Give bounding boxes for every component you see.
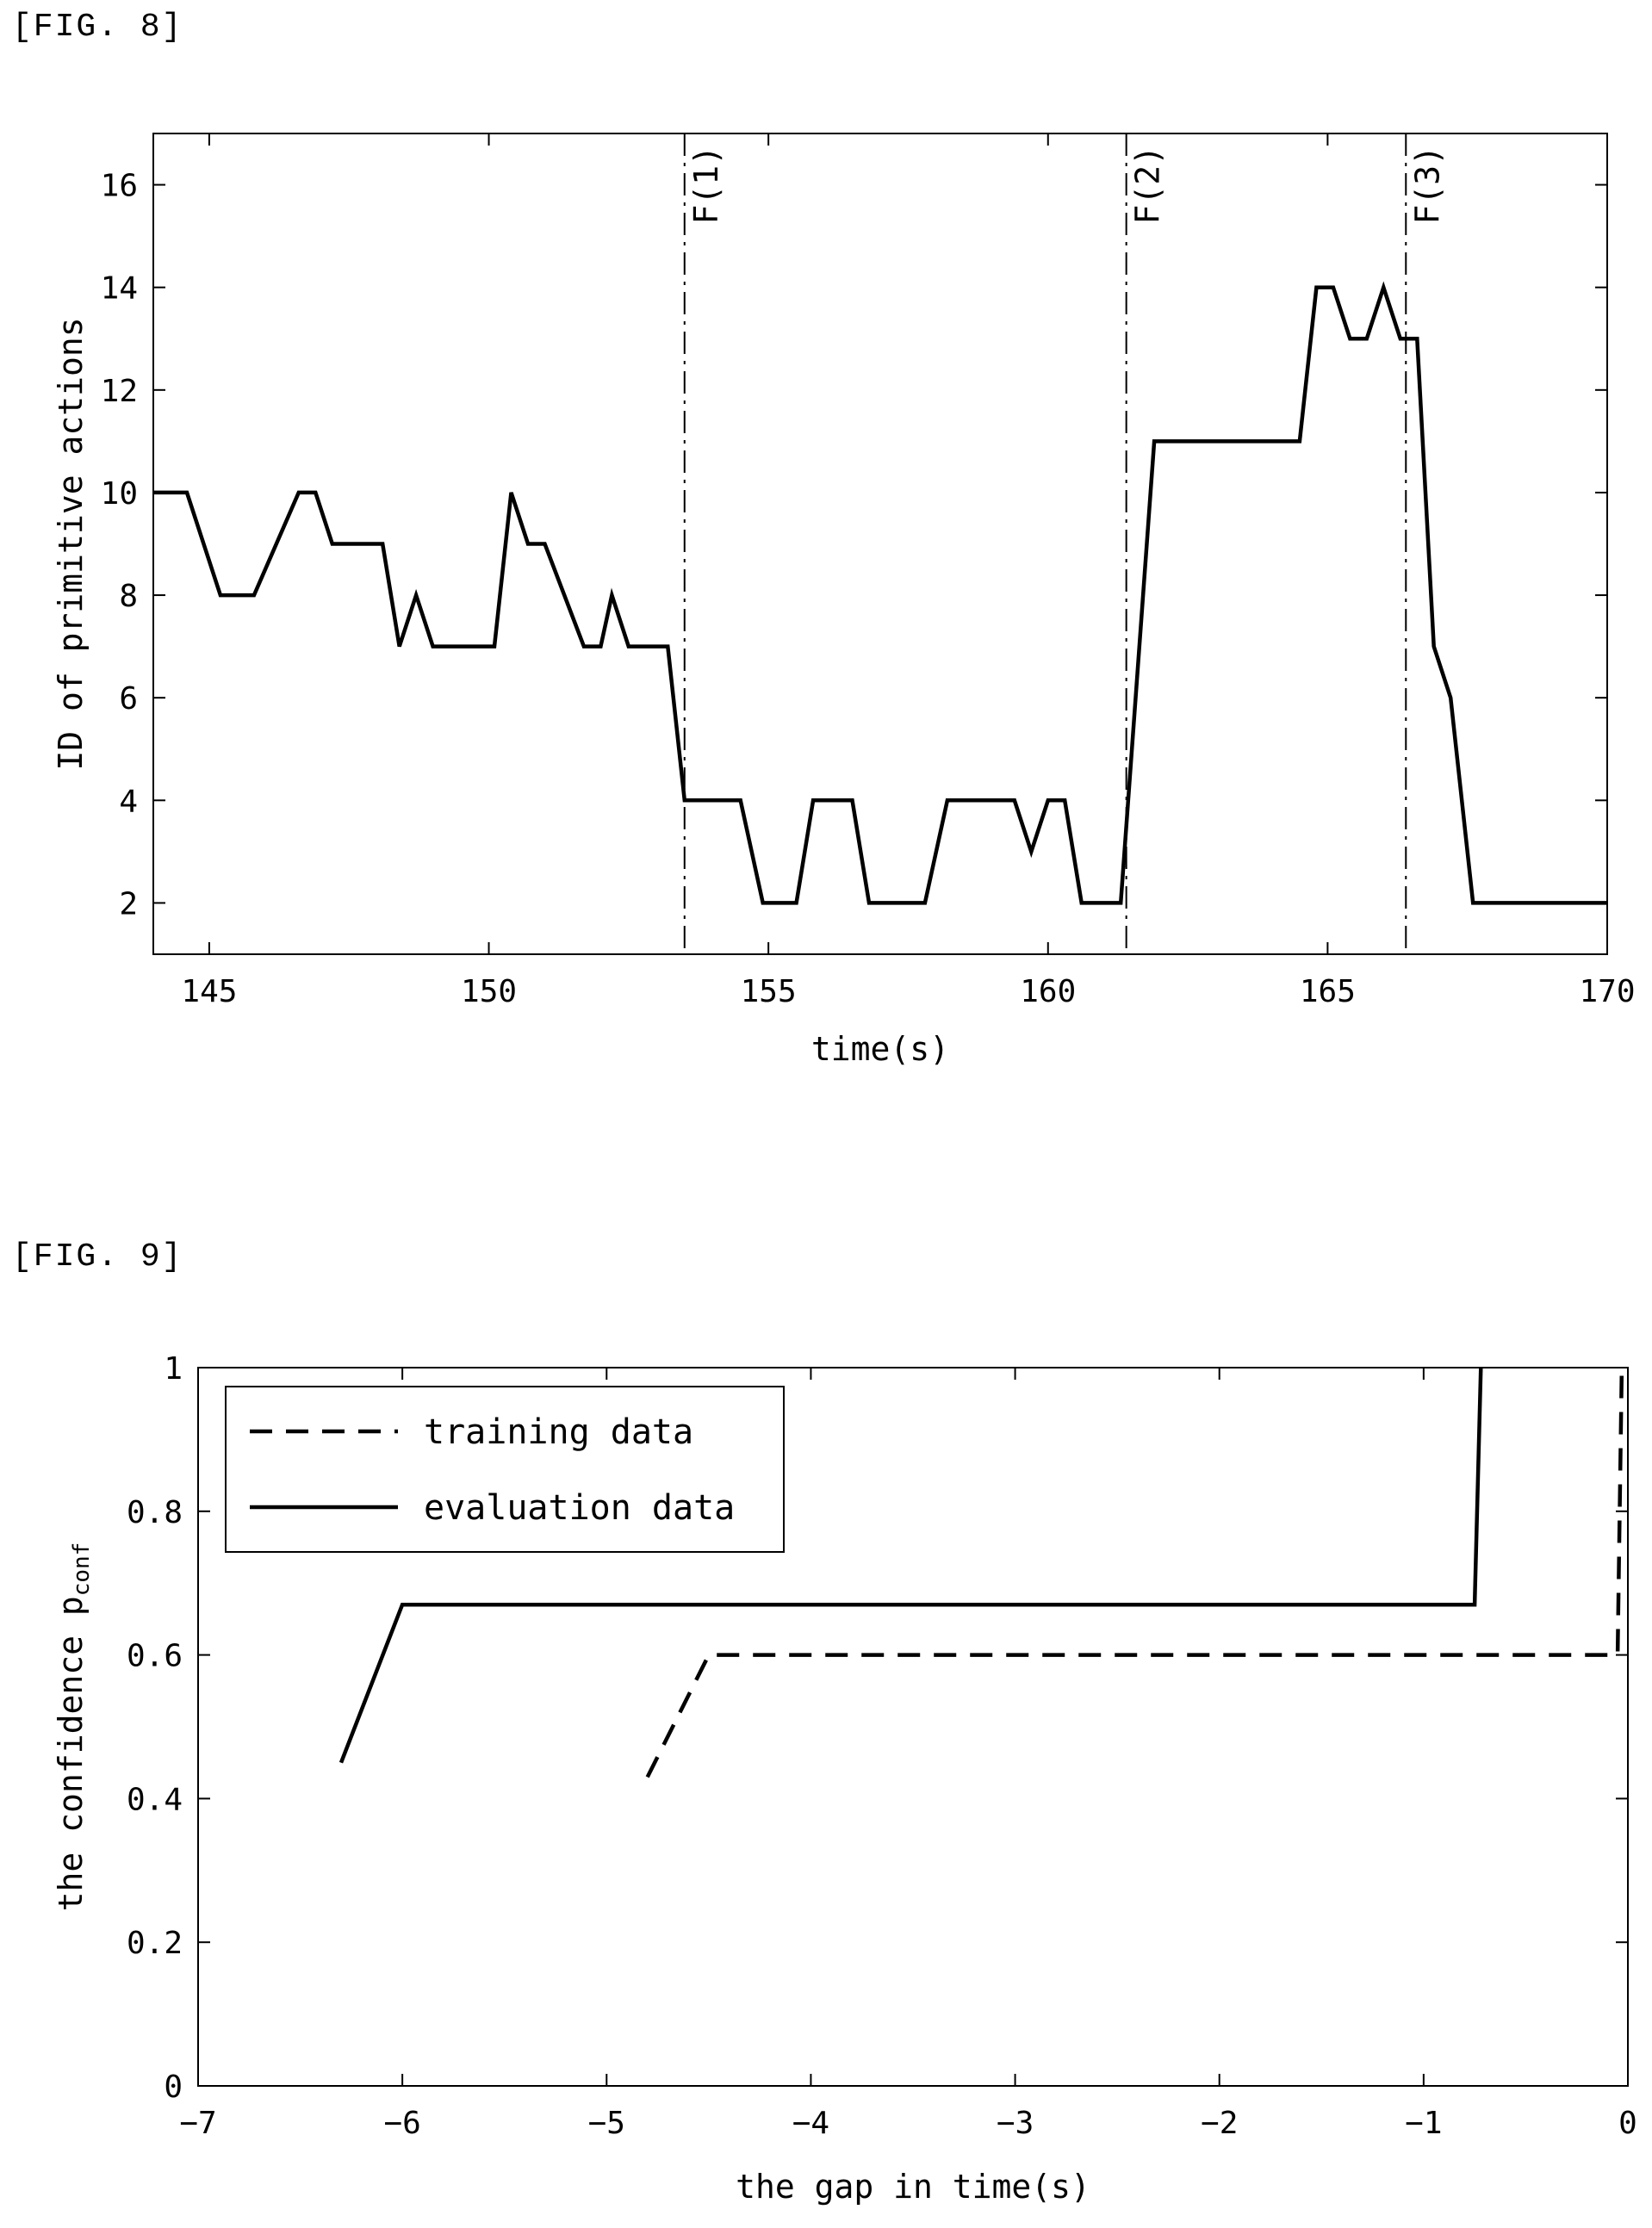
y-tick-label: 14 [101, 271, 138, 307]
y-tick-label: 0.6 [127, 1639, 183, 1674]
figure-8-label: [FIG. 8] [12, 9, 183, 46]
x-tick-label: 165 [1300, 974, 1356, 1009]
y-tick-label: 8 [119, 579, 138, 614]
series-line-primitive-actions [153, 281, 1607, 905]
x-axis-title: the gap in time(s) [736, 2168, 1090, 2206]
event-marker-label: F(1) [687, 146, 725, 225]
figure-9-label: [FIG. 9] [12, 1238, 183, 1275]
y-tick-label: 4 [119, 784, 138, 819]
x-tick-label: −1 [1405, 2106, 1442, 2141]
y-tick-label: 12 [101, 374, 138, 409]
x-tick-label: −2 [1201, 2106, 1238, 2141]
x-tick-label: −7 [179, 2106, 216, 2141]
x-axis-title: time(s) [811, 1030, 949, 1068]
y-tick-label: 0.2 [127, 1926, 183, 1961]
x-tick-label: 155 [741, 974, 797, 1009]
plot-frame [152, 133, 1608, 955]
legend-entry: evaluation data [424, 1488, 735, 1528]
x-tick-label: −5 [588, 2106, 625, 2141]
y-tick-label: 1 [164, 1351, 183, 1387]
event-marker-label: F(3) [1408, 146, 1446, 225]
y-tick-label: 0.4 [127, 1782, 183, 1817]
chart-fig8: 145 150 155 160 165 170 2 4 6 8 10 12 14 16 time(s) ID … [52, 133, 1636, 1068]
y-axis-title-main: the confidence p [52, 1596, 90, 1911]
x-tick-label: 145 [181, 974, 237, 1009]
y-tick-label: 0 [164, 2070, 183, 2105]
x-tick-label: 160 [1020, 974, 1076, 1009]
plot-frame [197, 1367, 1629, 2087]
y-axis-title: the confidence pconf [52, 1542, 95, 1912]
y-axis-title-subscript: conf [69, 1542, 95, 1597]
legend-box [225, 1386, 785, 1553]
y-tick-label: 16 [101, 169, 138, 204]
x-tick-label: 0 [1618, 2106, 1637, 2141]
y-tick-label: 2 [119, 886, 138, 922]
y-tick-label: 0.8 [127, 1495, 183, 1530]
x-tick-label: −6 [383, 2106, 420, 2141]
event-marker-label: F(2) [1129, 146, 1167, 225]
x-tick-label: 150 [461, 974, 517, 1009]
x-tick-label: 170 [1579, 974, 1635, 1009]
series-line-evaluation-data [338, 1367, 1483, 1764]
series-line-training-data [645, 1367, 1624, 1778]
x-tick-label: −4 [792, 2106, 829, 2141]
x-tick-label: −3 [997, 2106, 1034, 2141]
y-tick-label: 6 [119, 681, 138, 717]
y-tick-label: 10 [101, 476, 138, 512]
legend-entry: training data [424, 1412, 693, 1452]
y-axis-title: ID of primitive actions [52, 317, 90, 770]
chart-fig9: −7 −6 −5 −4 −3 −2 −1 0 0 0.2 0.4 0.6 0.8 1 the gap in … [52, 1351, 1637, 2206]
